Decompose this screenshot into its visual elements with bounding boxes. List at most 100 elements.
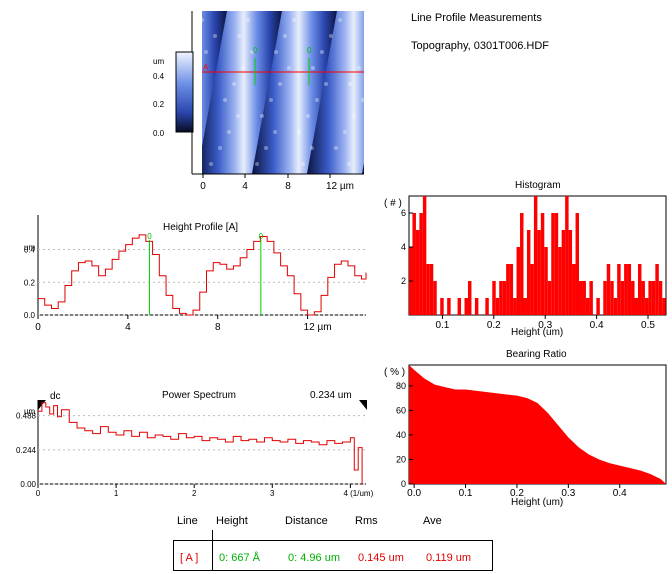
histogram-bar (502, 281, 507, 315)
bearing-ratio-chart: Bearing Ratio ( % ) 80 60 40 20 00.0 0.1 0.2 0.… (384, 349, 667, 508)
histogram-bar (617, 264, 621, 315)
histogram-bar (651, 281, 656, 315)
afm-grain (361, 98, 364, 102)
afm-x-tick-label: 8 (285, 181, 291, 192)
afm-grain (301, 162, 305, 166)
afm-grain (347, 162, 351, 166)
afm-grain (315, 98, 319, 102)
ps-y-tick-label: 0.244 (16, 446, 37, 455)
histogram-bar (603, 281, 607, 315)
afm-grain (297, 130, 301, 134)
histogram-bar (474, 298, 479, 315)
hp-y-tick-label: 0.0 (24, 311, 36, 320)
hp-y-tick-label: 0.2 (24, 278, 36, 287)
afm-grain (287, 66, 291, 70)
power-spectrum-title: Power Spectrum (162, 390, 236, 401)
ps-x-tick-label: 1 (114, 489, 119, 498)
histogram-bar (530, 264, 534, 315)
afm-grain (218, 146, 222, 150)
ps-x-tick-label: 3 (270, 489, 275, 498)
histogram-bar (631, 281, 635, 315)
results-header-line: Line (177, 515, 198, 527)
afm-grain (334, 146, 338, 150)
afm-grain (274, 50, 278, 54)
colorbar: um 0.4 0.2 0.0 (153, 51, 194, 138)
power-spectrum-chart: Power Spectrum 0.234 um dc um 0.488 0.244… (16, 390, 374, 498)
hist-y-tick-label: 2 (401, 276, 406, 286)
afm-grain (357, 66, 361, 70)
hist-x-tick-label: 0.2 (487, 320, 501, 331)
afm-grain (311, 66, 315, 70)
histogram-bar (579, 281, 583, 315)
histogram-bar (415, 230, 420, 315)
br-y-tick-label: 60 (396, 405, 406, 415)
hp-x-tick-label: 8 (215, 322, 221, 333)
bearing-ratio-area (409, 365, 666, 484)
histogram-bar (637, 264, 642, 315)
histogram-bar (412, 213, 416, 315)
power-spectrum-y-unit: um (24, 407, 35, 416)
afm-grain (236, 114, 240, 118)
histogram-bar (457, 298, 462, 315)
afm-grain (264, 146, 268, 150)
ps-y-tick-label: 0.00 (20, 480, 36, 489)
afm-grain (338, 18, 342, 22)
histogram-bar (419, 213, 423, 315)
bearing-y-label: ( % ) (384, 367, 405, 378)
results-row-line[interactable]: [ A ] (180, 552, 199, 564)
hist-y-tick-label: 6 (401, 208, 406, 218)
afm-grain (343, 130, 347, 134)
histogram-bar (506, 264, 510, 315)
histogram-bar (464, 298, 468, 315)
afm-ridge (202, 11, 282, 174)
histogram-bar (509, 264, 514, 315)
afm-x-tick-label: 12 µm (326, 181, 354, 192)
histogram-bar (572, 264, 576, 315)
afm-grain (329, 34, 333, 38)
br-y-tick-label: 40 (396, 430, 406, 440)
height-profile-y-unit: um (24, 243, 35, 252)
ps-x-tick-label: 4 (1/um) (343, 489, 373, 498)
results-header-ave: Ave (423, 515, 442, 527)
ps-x-tick-label: 2 (192, 489, 197, 498)
histogram-bar (485, 298, 489, 315)
afm-grain (352, 114, 356, 118)
histogram-bar (492, 281, 496, 315)
histogram-bar (429, 264, 434, 315)
histogram-bar (558, 247, 562, 315)
histogram-bar (426, 264, 430, 315)
histogram-bar (634, 298, 638, 315)
histogram-chart: Histogram ( # ) 6 4 2 0.1 0.2 0.3 0.4 0.5 Heigh… (384, 180, 667, 338)
histogram-bar (565, 196, 569, 315)
br-y-tick-label: 0 (401, 479, 406, 489)
histogram-bar (523, 298, 527, 315)
histogram-bar (544, 247, 548, 315)
dc-marker-right[interactable] (359, 400, 367, 410)
histogram-bar (627, 264, 632, 315)
colorbar-tick-1: 0.2 (153, 100, 165, 109)
histogram-bar (433, 281, 437, 315)
afm-x-tick-label: 4 (242, 181, 248, 192)
afm-grain (246, 18, 250, 22)
histogram-bar (537, 230, 541, 315)
hp-cursor-label: 0 (259, 232, 264, 241)
afm-grain (306, 114, 310, 118)
histogram-bar (655, 264, 659, 315)
power-spectrum-series (38, 402, 363, 484)
bearing-title: Bearing Ratio (506, 349, 567, 360)
results-row-ave: 0.119 um (426, 552, 472, 564)
results-row-rms: 0.145 um (358, 552, 404, 564)
afm-grain (278, 82, 282, 86)
afm-x-axis: 0 4 8 12 µm (200, 174, 354, 192)
afm-grain (213, 34, 217, 38)
colorbar-tick-0: 0.4 (153, 72, 165, 81)
hist-x-tick-label: 0.3 (538, 320, 552, 331)
afm-grain (223, 98, 227, 102)
cursor-1-label: 0 (253, 46, 258, 55)
dc-label: dc (50, 391, 61, 402)
afm-grain (269, 98, 273, 102)
results-table: [ A ] 0: 667 Å 0: 4.96 um 0.145 um 0.119… (173, 530, 493, 571)
afm-grain (250, 50, 254, 54)
afm-grain (204, 50, 208, 54)
hp-y-tick-label: 0.4 (24, 246, 36, 255)
